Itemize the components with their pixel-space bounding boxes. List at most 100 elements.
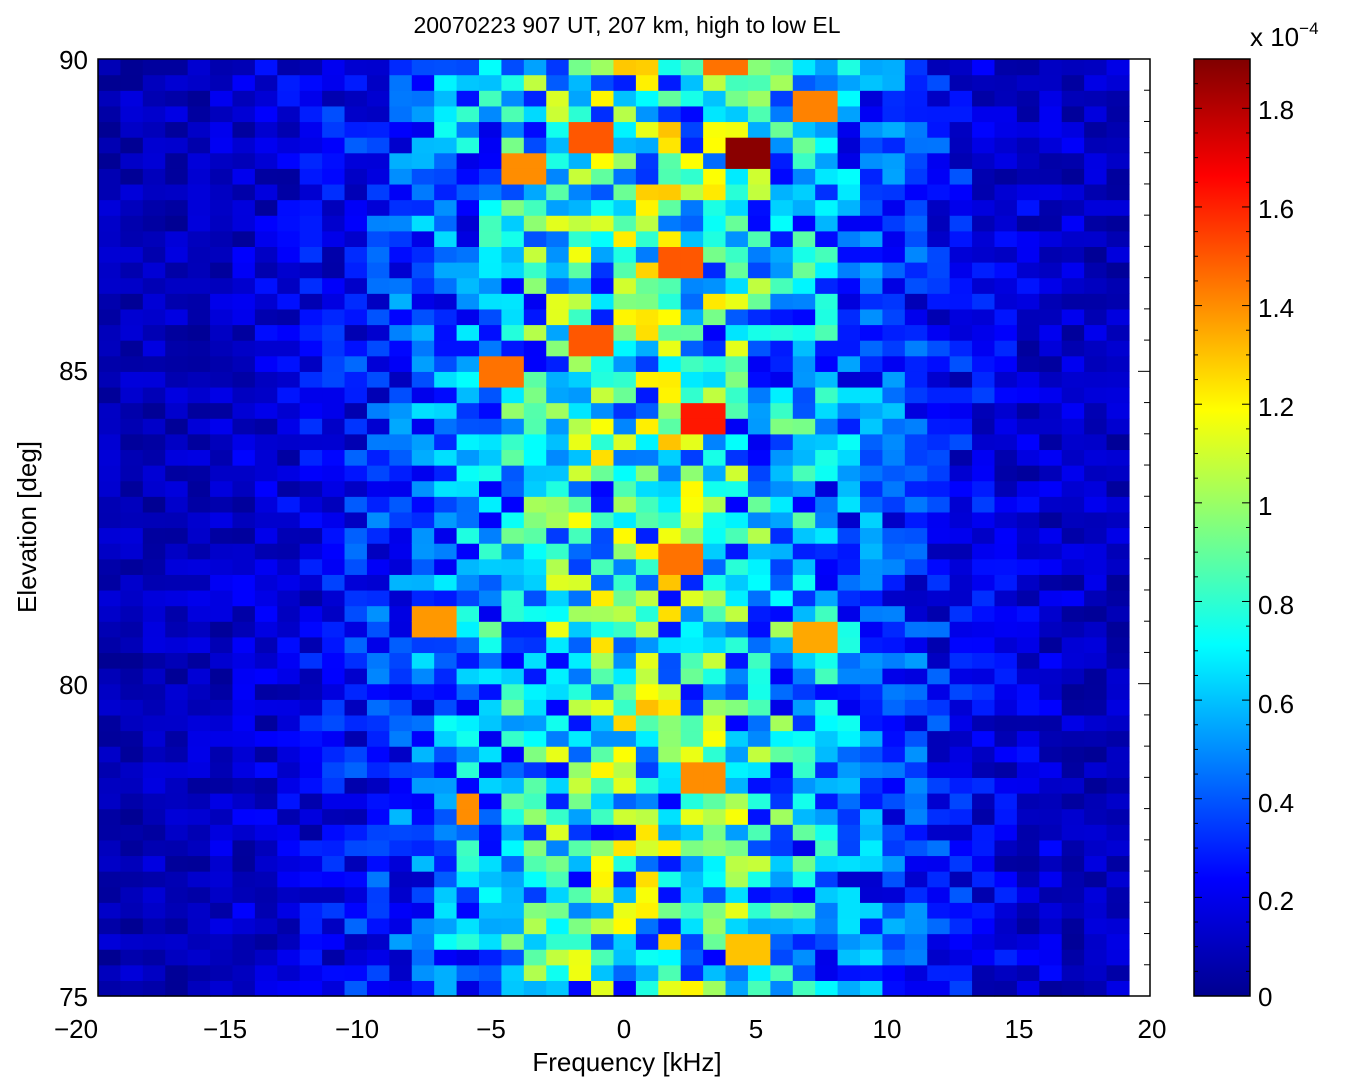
- heatmap-cell: [434, 746, 458, 763]
- heatmap-cell: [366, 621, 390, 638]
- heatmap-cell: [770, 839, 794, 857]
- heatmap-cell: [949, 792, 973, 810]
- heatmap-cell: [1016, 371, 1040, 388]
- heatmap-cell: [680, 589, 704, 607]
- heatmap-cell: [389, 886, 413, 903]
- heatmap-cell: [344, 355, 368, 372]
- heatmap-cell: [1084, 855, 1108, 872]
- heatmap-cell: [904, 121, 928, 138]
- heatmap-cell: [725, 371, 749, 388]
- heatmap-cell: [322, 746, 346, 763]
- heatmap-cell: [232, 636, 256, 654]
- heatmap-cell: [456, 246, 480, 263]
- heatmap-cell: [165, 699, 189, 716]
- heatmap-cell: [613, 183, 637, 201]
- heatmap-cell: [411, 74, 435, 91]
- heatmap-cell: [1039, 964, 1063, 981]
- heatmap-cell: [725, 308, 749, 326]
- heatmap-cell: [1084, 902, 1108, 919]
- heatmap-cell: [411, 137, 435, 154]
- heatmap-cell: [232, 902, 256, 919]
- heatmap-cell: [411, 215, 435, 232]
- heatmap-cell: [389, 964, 413, 981]
- heatmap-cell: [232, 777, 256, 794]
- heatmap-cell: [411, 277, 435, 294]
- heatmap-cell: [187, 246, 211, 263]
- heatmap-cell: [1039, 543, 1063, 560]
- heatmap-cell: [837, 917, 861, 935]
- heatmap-cell: [254, 902, 278, 919]
- heatmap-cell: [1061, 324, 1085, 341]
- x-tick-label: −15: [203, 1014, 247, 1044]
- heatmap-cell: [277, 183, 301, 201]
- heatmap-cell: [546, 636, 570, 654]
- heatmap-cell: [344, 949, 368, 966]
- heatmap-cell: [456, 215, 480, 232]
- heatmap-cell: [434, 449, 458, 466]
- heatmap-cell: [837, 792, 861, 810]
- heatmap-cell: [613, 980, 637, 997]
- heatmap-cell: [591, 949, 615, 966]
- heatmap-cell: [927, 183, 951, 201]
- heatmap-cell: [546, 74, 570, 91]
- heatmap-cell: [187, 886, 211, 903]
- heatmap-cell: [815, 152, 839, 169]
- heatmap-cell: [299, 761, 323, 778]
- heatmap-cell: [501, 730, 525, 747]
- heatmap-cell: [187, 340, 211, 357]
- heatmap-cell: [546, 308, 570, 326]
- heatmap-cell: [344, 871, 368, 888]
- heatmap-cell: [501, 668, 525, 685]
- heatmap-cell: [523, 792, 547, 810]
- heatmap-cell: [658, 433, 682, 451]
- heatmap-cell: [568, 605, 592, 622]
- heatmap-cell: [747, 949, 771, 966]
- heatmap-cell: [546, 886, 570, 903]
- heatmap-cell: [860, 980, 884, 997]
- heatmap-cell: [635, 668, 659, 685]
- heatmap-cell: [770, 199, 794, 216]
- heatmap-cell: [1106, 871, 1130, 888]
- heatmap-cell: [1106, 714, 1130, 732]
- heatmap-cell: [1084, 277, 1108, 294]
- heatmap-cell: [232, 324, 256, 341]
- heatmap-cell: [142, 433, 166, 451]
- heatmap-cell: [972, 855, 996, 872]
- heatmap-cell: [927, 449, 951, 466]
- heatmap-cell: [98, 808, 122, 825]
- heatmap-cell: [1016, 215, 1040, 232]
- heatmap-cell: [142, 371, 166, 388]
- heatmap-cell: [523, 230, 547, 247]
- heatmap-cell: [949, 74, 973, 91]
- heatmap-cell: [165, 402, 189, 419]
- heatmap-cell: [411, 246, 435, 263]
- heatmap-cell: [927, 933, 951, 950]
- heatmap-cell: [815, 636, 839, 654]
- heatmap-cell: [747, 933, 771, 950]
- heatmap-cell: [210, 215, 234, 232]
- heatmap-cell: [680, 543, 704, 560]
- heatmap-cell: [1061, 183, 1085, 201]
- heatmap-cell: [1016, 74, 1040, 91]
- heatmap-cell: [501, 917, 525, 935]
- heatmap-cell: [837, 636, 861, 654]
- heatmap-cell: [344, 839, 368, 857]
- heatmap-cell: [501, 558, 525, 575]
- heatmap-cell: [904, 449, 928, 466]
- heatmap-cell: [1016, 980, 1040, 997]
- heatmap-cell: [860, 199, 884, 216]
- heatmap-cell: [546, 152, 570, 169]
- heatmap-cell: [322, 277, 346, 294]
- heatmap-cell: [949, 589, 973, 607]
- heatmap-cell: [613, 90, 637, 107]
- heatmap-cell: [411, 262, 435, 279]
- heatmap-cell: [344, 714, 368, 732]
- heatmap-cell: [523, 465, 547, 482]
- heatmap-cell: [479, 308, 503, 326]
- heatmap-cell: [792, 308, 816, 326]
- heatmap-cell: [1084, 933, 1108, 950]
- heatmap-cell: [1061, 230, 1085, 247]
- heatmap-cell: [904, 230, 928, 247]
- heatmap-cell: [1061, 964, 1085, 981]
- heatmap-cell: [546, 746, 570, 763]
